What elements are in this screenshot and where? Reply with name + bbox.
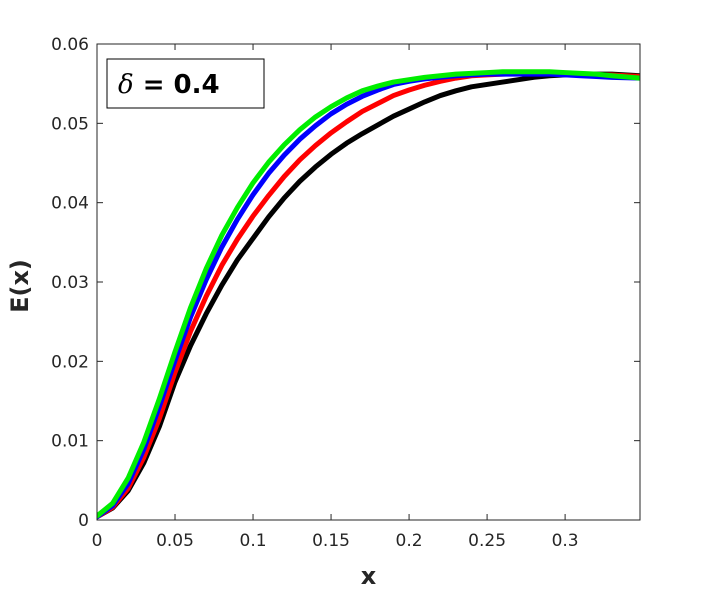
annotation-box bbox=[106, 58, 265, 109]
y-tick-label: 0.05 bbox=[51, 114, 89, 134]
x-tick-label: 0.2 bbox=[396, 531, 423, 551]
y-tick-label: 0 bbox=[78, 511, 89, 531]
annotation-value: = 0.4 bbox=[134, 70, 220, 100]
annotation-symbol: δ bbox=[118, 70, 134, 100]
series-line-1 bbox=[97, 71, 640, 520]
ticks-layer: 0 0.05 0.1 0.15 0.2 0.25 0.3 0 0.01 0.02 0.03 0.04 0… bbox=[51, 35, 640, 551]
x-tick-label: 0.3 bbox=[552, 531, 579, 551]
plot-background bbox=[97, 44, 640, 520]
x-tick-label: 0.1 bbox=[240, 531, 267, 551]
series-layer bbox=[97, 69, 640, 520]
x-axis-title: x bbox=[361, 562, 377, 590]
x-tick-label: 0.15 bbox=[312, 531, 350, 551]
y-axis-title: E(x) bbox=[6, 259, 34, 313]
y-tick-label: 0.06 bbox=[51, 35, 89, 55]
x-tick-label: 0 bbox=[92, 531, 103, 551]
y-tick-label: 0.03 bbox=[51, 273, 89, 293]
y-tick-label: 0.02 bbox=[51, 352, 89, 372]
annotation-label: δ = 0.4 bbox=[118, 70, 220, 100]
y-tick-label: 0.01 bbox=[51, 432, 89, 452]
x-tick-label: 0.05 bbox=[156, 531, 194, 551]
delta-annotation: δ = 0.4 bbox=[106, 58, 265, 109]
plot-area bbox=[97, 44, 640, 520]
series-line-4 bbox=[97, 69, 640, 519]
y-tick-label: 0.04 bbox=[51, 194, 89, 214]
x-tick-label: 0.25 bbox=[468, 531, 506, 551]
